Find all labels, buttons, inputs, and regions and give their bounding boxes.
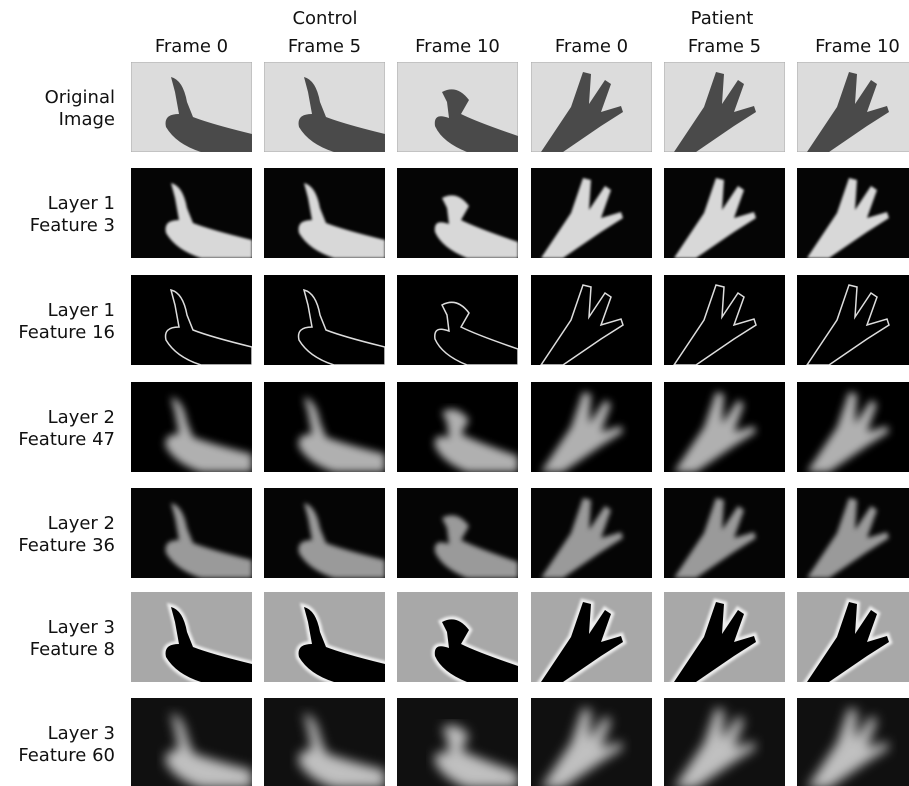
row-label: Layer 3 bbox=[48, 723, 115, 744]
feature-image bbox=[531, 382, 652, 472]
row-label: Layer 1 bbox=[48, 300, 115, 321]
column-header: Frame 5 bbox=[688, 36, 761, 57]
feature-image bbox=[531, 488, 652, 578]
feature-image bbox=[264, 698, 385, 786]
feature-image bbox=[531, 62, 652, 152]
feature-image bbox=[131, 168, 252, 258]
row-label: Feature 60 bbox=[18, 745, 115, 766]
feature-image bbox=[131, 275, 252, 365]
feature-image bbox=[664, 168, 785, 258]
feature-image bbox=[664, 62, 785, 152]
feature-image bbox=[131, 488, 252, 578]
feature-image bbox=[131, 62, 252, 152]
group-header: Control bbox=[292, 8, 357, 29]
feature-image bbox=[131, 592, 252, 682]
feature-image bbox=[664, 275, 785, 365]
feature-image bbox=[397, 62, 518, 152]
feature-image bbox=[131, 698, 252, 786]
feature-image bbox=[397, 275, 518, 365]
row-label: Feature 16 bbox=[18, 322, 115, 343]
feature-image bbox=[264, 592, 385, 682]
image-background bbox=[131, 275, 252, 365]
feature-image bbox=[797, 168, 909, 258]
feature-image bbox=[664, 382, 785, 472]
feature-image bbox=[131, 382, 252, 472]
feature-image bbox=[397, 382, 518, 472]
feature-image bbox=[664, 698, 785, 786]
group-header: Patient bbox=[691, 8, 754, 29]
feature-image bbox=[397, 698, 518, 786]
feature-image bbox=[397, 592, 518, 682]
column-header: Frame 5 bbox=[288, 36, 361, 57]
column-header: Frame 0 bbox=[555, 36, 628, 57]
column-header: Frame 0 bbox=[155, 36, 228, 57]
feature-image bbox=[531, 168, 652, 258]
column-header: Frame 10 bbox=[815, 36, 900, 57]
row-label: Feature 36 bbox=[18, 535, 115, 556]
feature-image bbox=[264, 275, 385, 365]
row-label: Feature 3 bbox=[30, 215, 115, 236]
row-label: Feature 47 bbox=[18, 429, 115, 450]
feature-image bbox=[531, 592, 652, 682]
column-header: Frame 10 bbox=[415, 36, 500, 57]
feature-image bbox=[531, 275, 652, 365]
feature-image bbox=[664, 592, 785, 682]
feature-image bbox=[797, 488, 909, 578]
feature-image bbox=[264, 488, 385, 578]
feature-image bbox=[664, 488, 785, 578]
feature-image bbox=[797, 62, 909, 152]
feature-image bbox=[264, 168, 385, 258]
image-background bbox=[264, 275, 385, 365]
figure: Control Patient Frame 0 Frame 5 Frame 10 Fram… bbox=[0, 0, 909, 786]
feature-image bbox=[797, 275, 909, 365]
image-background bbox=[797, 275, 909, 365]
row-label: Image bbox=[59, 109, 115, 130]
row-label: Layer 2 bbox=[48, 407, 115, 428]
image-background bbox=[397, 275, 518, 365]
feature-image bbox=[797, 592, 909, 682]
row-label: Layer 2 bbox=[48, 513, 115, 534]
feature-image bbox=[531, 698, 652, 786]
feature-image bbox=[397, 488, 518, 578]
row-label: Layer 1 bbox=[48, 193, 115, 214]
feature-image bbox=[264, 62, 385, 152]
feature-image bbox=[797, 698, 909, 786]
feature-image bbox=[797, 382, 909, 472]
feature-image bbox=[397, 168, 518, 258]
row-label: Layer 3 bbox=[48, 617, 115, 638]
row-label: Feature 8 bbox=[30, 639, 115, 660]
feature-image bbox=[264, 382, 385, 472]
row-label: Original bbox=[45, 87, 115, 108]
